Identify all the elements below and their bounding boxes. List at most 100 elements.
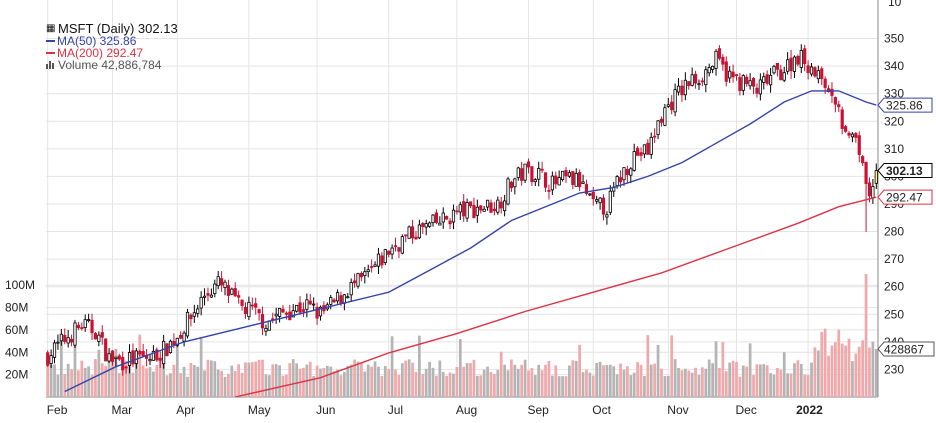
volume-bar bbox=[724, 371, 728, 397]
volume-bar bbox=[370, 366, 374, 397]
volume-bar bbox=[407, 359, 411, 397]
volume-bar bbox=[844, 345, 847, 397]
volume-bar bbox=[540, 370, 544, 397]
candle-body bbox=[366, 269, 370, 273]
candle-body bbox=[421, 223, 425, 227]
candle-body bbox=[670, 101, 674, 111]
volume-bar bbox=[59, 335, 63, 397]
candle-body bbox=[608, 190, 612, 213]
volume-bar bbox=[363, 371, 367, 397]
volume-bar bbox=[728, 362, 732, 397]
candle-body bbox=[383, 249, 387, 264]
price-tag-label: 302.13 bbox=[886, 164, 923, 178]
legend-ma200: MA(200) 292.47 bbox=[46, 47, 178, 59]
candle-body bbox=[618, 177, 623, 183]
candle-body bbox=[526, 161, 531, 168]
volume-bar bbox=[278, 365, 281, 397]
candle-body bbox=[185, 311, 190, 337]
volume-bar bbox=[834, 342, 837, 397]
volume-bar bbox=[438, 360, 442, 397]
candle-body bbox=[182, 332, 186, 342]
volume-bar bbox=[857, 346, 861, 397]
candle-body bbox=[83, 319, 87, 329]
volume-bar bbox=[486, 366, 489, 397]
candle-body bbox=[127, 351, 132, 366]
volume-bar bbox=[329, 366, 333, 397]
volume-bar bbox=[210, 360, 213, 397]
candle-body bbox=[728, 70, 732, 79]
volume-bar bbox=[377, 366, 380, 397]
volume-bar bbox=[469, 363, 472, 397]
candle-body bbox=[274, 313, 278, 317]
volume-bar bbox=[636, 362, 639, 397]
volume-bar bbox=[758, 364, 762, 397]
volume-bar bbox=[612, 366, 616, 397]
candle-body bbox=[404, 234, 408, 237]
candle-body bbox=[175, 337, 179, 346]
volume-bar bbox=[786, 373, 790, 397]
candle-body bbox=[741, 75, 745, 91]
candle-body bbox=[537, 168, 541, 180]
volume-bar bbox=[649, 364, 653, 397]
volume-bar bbox=[325, 365, 329, 397]
volume-bar bbox=[121, 367, 125, 397]
volume-bar bbox=[107, 361, 111, 397]
volume-bar bbox=[349, 364, 353, 397]
volume-bar bbox=[152, 371, 155, 397]
volume-bar bbox=[755, 364, 759, 397]
volume-bar bbox=[868, 347, 871, 397]
candle-body bbox=[567, 172, 572, 177]
volume-bar bbox=[397, 374, 401, 397]
volume-bar bbox=[496, 369, 500, 397]
candle-body bbox=[543, 172, 548, 188]
candle-body bbox=[305, 299, 309, 310]
volume-bar bbox=[288, 363, 292, 397]
candle-body bbox=[844, 126, 848, 132]
volume-bar bbox=[264, 374, 268, 397]
legend-ma50: MA(50) 325.86 bbox=[46, 35, 178, 47]
candle-body bbox=[124, 366, 128, 369]
volume-bar bbox=[165, 375, 169, 397]
candle-body bbox=[721, 56, 725, 65]
volume-bar bbox=[840, 343, 844, 397]
volume-bar bbox=[445, 375, 449, 397]
x-tick-label: Jun bbox=[316, 403, 335, 417]
legend-ma50-label: MA(50) 325.86 bbox=[57, 34, 137, 48]
volume-bar bbox=[261, 359, 264, 397]
ma50-line bbox=[64, 90, 877, 393]
candle-body bbox=[806, 65, 810, 74]
candle-body bbox=[237, 295, 241, 298]
volume-bar bbox=[847, 338, 851, 397]
candle-body bbox=[445, 216, 449, 220]
candle-body bbox=[854, 133, 858, 138]
candle-body bbox=[833, 97, 837, 105]
volume-bar bbox=[458, 339, 462, 397]
volume-bar bbox=[513, 364, 517, 397]
volume-bar bbox=[192, 365, 196, 397]
candle-body bbox=[475, 206, 479, 216]
volume-bar bbox=[701, 367, 704, 397]
volume-bar bbox=[789, 373, 793, 397]
candle-body bbox=[93, 332, 98, 340]
price-tick-label: 270 bbox=[884, 252, 904, 266]
volume-bar bbox=[581, 372, 585, 397]
volume-bar bbox=[380, 376, 384, 397]
volume-bar bbox=[568, 365, 571, 397]
volume-tick-label: 60M bbox=[5, 323, 28, 337]
legend-volume-label: Volume 42,886,784 bbox=[58, 58, 162, 72]
volume-bar bbox=[602, 365, 605, 397]
volume-bar bbox=[806, 375, 810, 397]
volume-bar bbox=[827, 355, 830, 397]
volume-bar bbox=[629, 375, 633, 397]
volume-bar bbox=[155, 365, 159, 397]
legend-ticker-label: MSFT (Daily) 302.13 bbox=[58, 21, 178, 36]
price-tick-label-top: 10 bbox=[888, 0, 902, 9]
volume-bar bbox=[564, 376, 568, 397]
volume-bar bbox=[336, 369, 339, 397]
candle-body bbox=[717, 48, 722, 59]
volume-bar bbox=[424, 368, 428, 397]
candle-body bbox=[393, 245, 398, 248]
volume-bar bbox=[257, 359, 261, 397]
candle-body bbox=[349, 282, 353, 296]
x-tick-label: Oct bbox=[592, 403, 611, 417]
